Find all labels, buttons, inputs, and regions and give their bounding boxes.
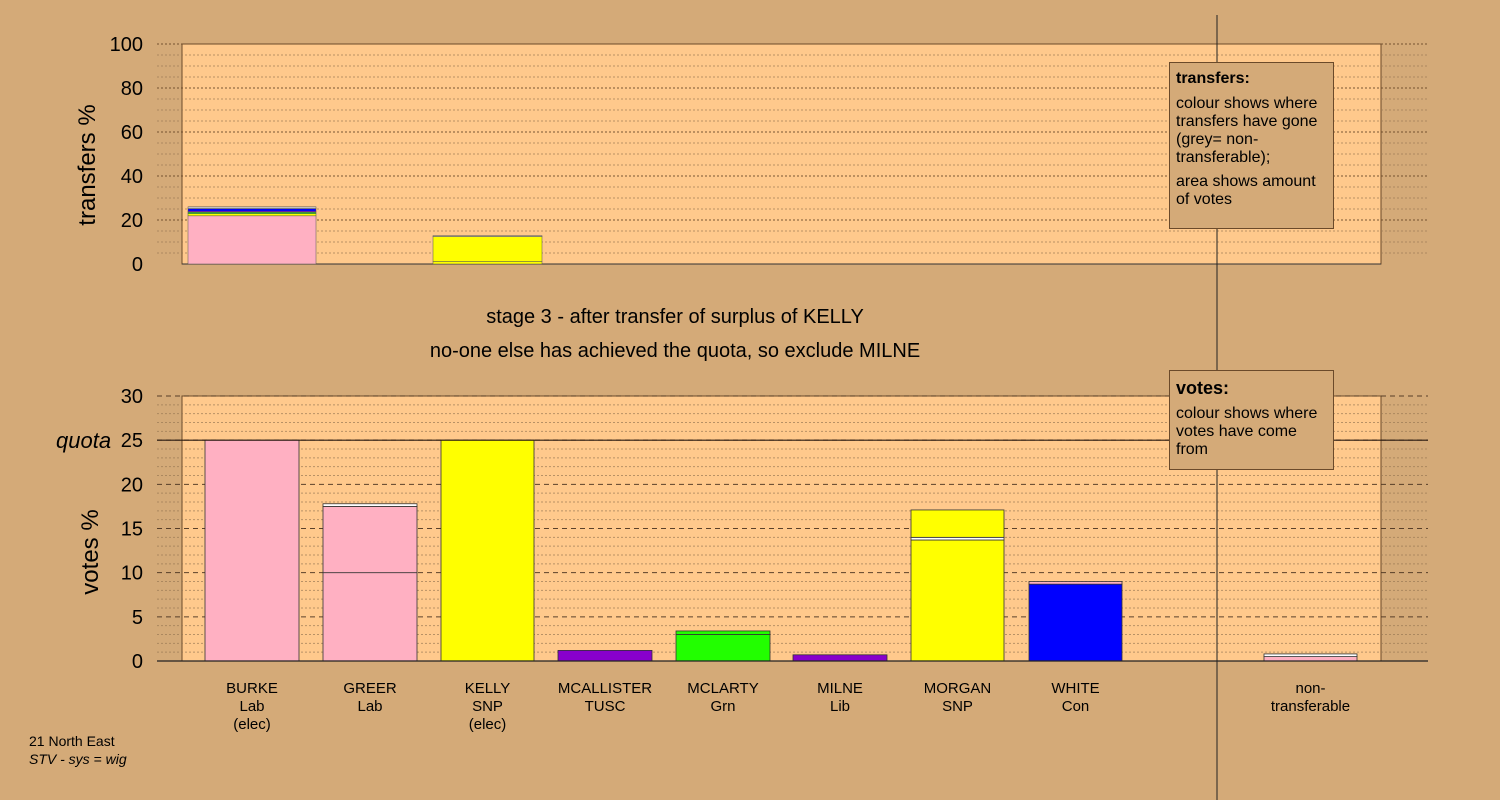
quota-label: quota <box>56 428 111 453</box>
votes-bar-segment <box>792 654 888 662</box>
transfers-y-tick-label: 0 <box>132 254 143 276</box>
votes-y-tick-label: 25 <box>121 430 143 452</box>
transfers-bar-segment <box>432 236 543 262</box>
transfers-y-axis-label: transfers % <box>74 104 101 225</box>
transfers-legend-text-area: area shows amount of votes <box>1176 173 1316 208</box>
votes-y-tick-label: 10 <box>121 563 143 585</box>
candidate-party-label: Lib <box>830 698 850 715</box>
votes-bar-segment <box>1263 656 1358 662</box>
non-transferable-label-line2: transferable <box>1271 698 1350 715</box>
non-transferable-label-line1: non- <box>1295 680 1325 697</box>
stage-subtitle: no-one else has achieved the quota, so e… <box>430 340 920 362</box>
candidate-name-label: MILNE <box>817 680 863 697</box>
votes-bar-segment <box>675 630 771 635</box>
candidate-party-label: SNP <box>942 698 973 715</box>
transfers-legend-title: transfers: <box>1176 70 1250 87</box>
votes-bar-segment <box>204 439 300 662</box>
transfers-legend: transfers: colour shows where transfers … <box>1169 62 1334 229</box>
transfers-y-tick-label: 60 <box>121 122 143 144</box>
votes-y-tick-label: 0 <box>132 651 143 673</box>
stage-title: stage 3 - after transfer of surplus of K… <box>486 306 864 328</box>
votes-bar-segment <box>910 539 1005 662</box>
candidate-party-label: Con <box>1062 698 1090 715</box>
votes-bar-segment <box>440 439 535 662</box>
votes-bar-segment <box>322 572 418 662</box>
votes-y-tick-label: 15 <box>121 519 143 541</box>
footer-region: 21 North East <box>29 733 115 749</box>
votes-bar-segment <box>322 506 418 574</box>
transfers-y-tick-label: 100 <box>110 34 143 56</box>
votes-y-tick-label: 5 <box>132 607 143 629</box>
footer-system: STV - sys = wig <box>29 751 127 767</box>
candidate-name-label: MCALLISTER <box>558 680 652 697</box>
transfers-y-tick-label: 40 <box>121 166 143 188</box>
candidate-name-label: BURKE <box>226 680 278 697</box>
votes-bar-segment <box>910 509 1005 538</box>
candidate-party-label: TUSC <box>585 698 626 715</box>
votes-legend-text: colour shows where votes have come from <box>1176 405 1318 458</box>
transfers-y-tick-label: 80 <box>121 78 143 100</box>
votes-legend-title: votes: <box>1176 378 1230 398</box>
candidate-party-label: SNP <box>472 698 503 715</box>
transfers-bar-segment <box>432 235 543 237</box>
votes-y-tick-label: 30 <box>121 386 143 408</box>
votes-y-axis-label: votes % <box>77 509 104 594</box>
votes-bar-segment <box>322 503 418 507</box>
transfers-bar-segment <box>432 261 543 265</box>
votes-bar-segment <box>1263 653 1358 657</box>
candidate-name-label: WHITE <box>1051 680 1099 697</box>
transfers-bar-segment <box>187 213 317 217</box>
candidate-name-label: KELLY <box>465 680 511 697</box>
votes-bar-segment <box>1028 581 1123 585</box>
candidate-name-label: MORGAN <box>924 680 992 697</box>
transfers-legend-text-colour: colour shows where transfers have gone (… <box>1176 95 1318 166</box>
transfers-bar-segment <box>187 206 317 209</box>
transfers-bar-segment <box>187 215 317 265</box>
candidate-status-label: (elec) <box>233 716 271 733</box>
votes-bar-segment <box>557 650 653 662</box>
candidate-name-label: GREER <box>343 680 397 697</box>
candidate-party-label: Lab <box>357 698 382 715</box>
candidate-status-label: (elec) <box>469 716 507 733</box>
candidate-party-label: Lab <box>239 698 264 715</box>
votes-y-tick-label: 20 <box>121 474 143 496</box>
candidate-name-label: MCLARTY <box>687 680 758 697</box>
votes-legend: votes: colour shows where votes have com… <box>1169 370 1334 470</box>
transfers-bar-segment <box>187 208 317 212</box>
transfers-y-tick-label: 20 <box>121 210 143 232</box>
candidate-party-label: Grn <box>710 698 735 715</box>
votes-bar-segment <box>675 634 771 662</box>
votes-bar-segment <box>1028 583 1123 662</box>
